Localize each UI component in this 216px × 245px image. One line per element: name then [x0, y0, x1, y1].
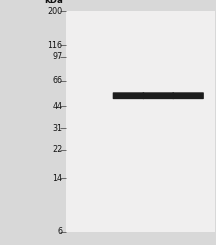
Text: 97: 97	[52, 52, 63, 61]
FancyBboxPatch shape	[172, 92, 204, 99]
Text: 66: 66	[53, 76, 63, 85]
FancyBboxPatch shape	[113, 92, 144, 99]
Bar	[66, 11, 215, 232]
Text: 14: 14	[53, 174, 63, 183]
Text: 44: 44	[53, 102, 63, 111]
Text: 22: 22	[52, 145, 63, 154]
Text: kDa: kDa	[44, 0, 63, 5]
Text: 31: 31	[53, 124, 63, 133]
Text: 116: 116	[48, 41, 63, 50]
Text: 6: 6	[58, 227, 63, 236]
FancyBboxPatch shape	[143, 92, 174, 99]
Text: 200: 200	[48, 7, 63, 15]
